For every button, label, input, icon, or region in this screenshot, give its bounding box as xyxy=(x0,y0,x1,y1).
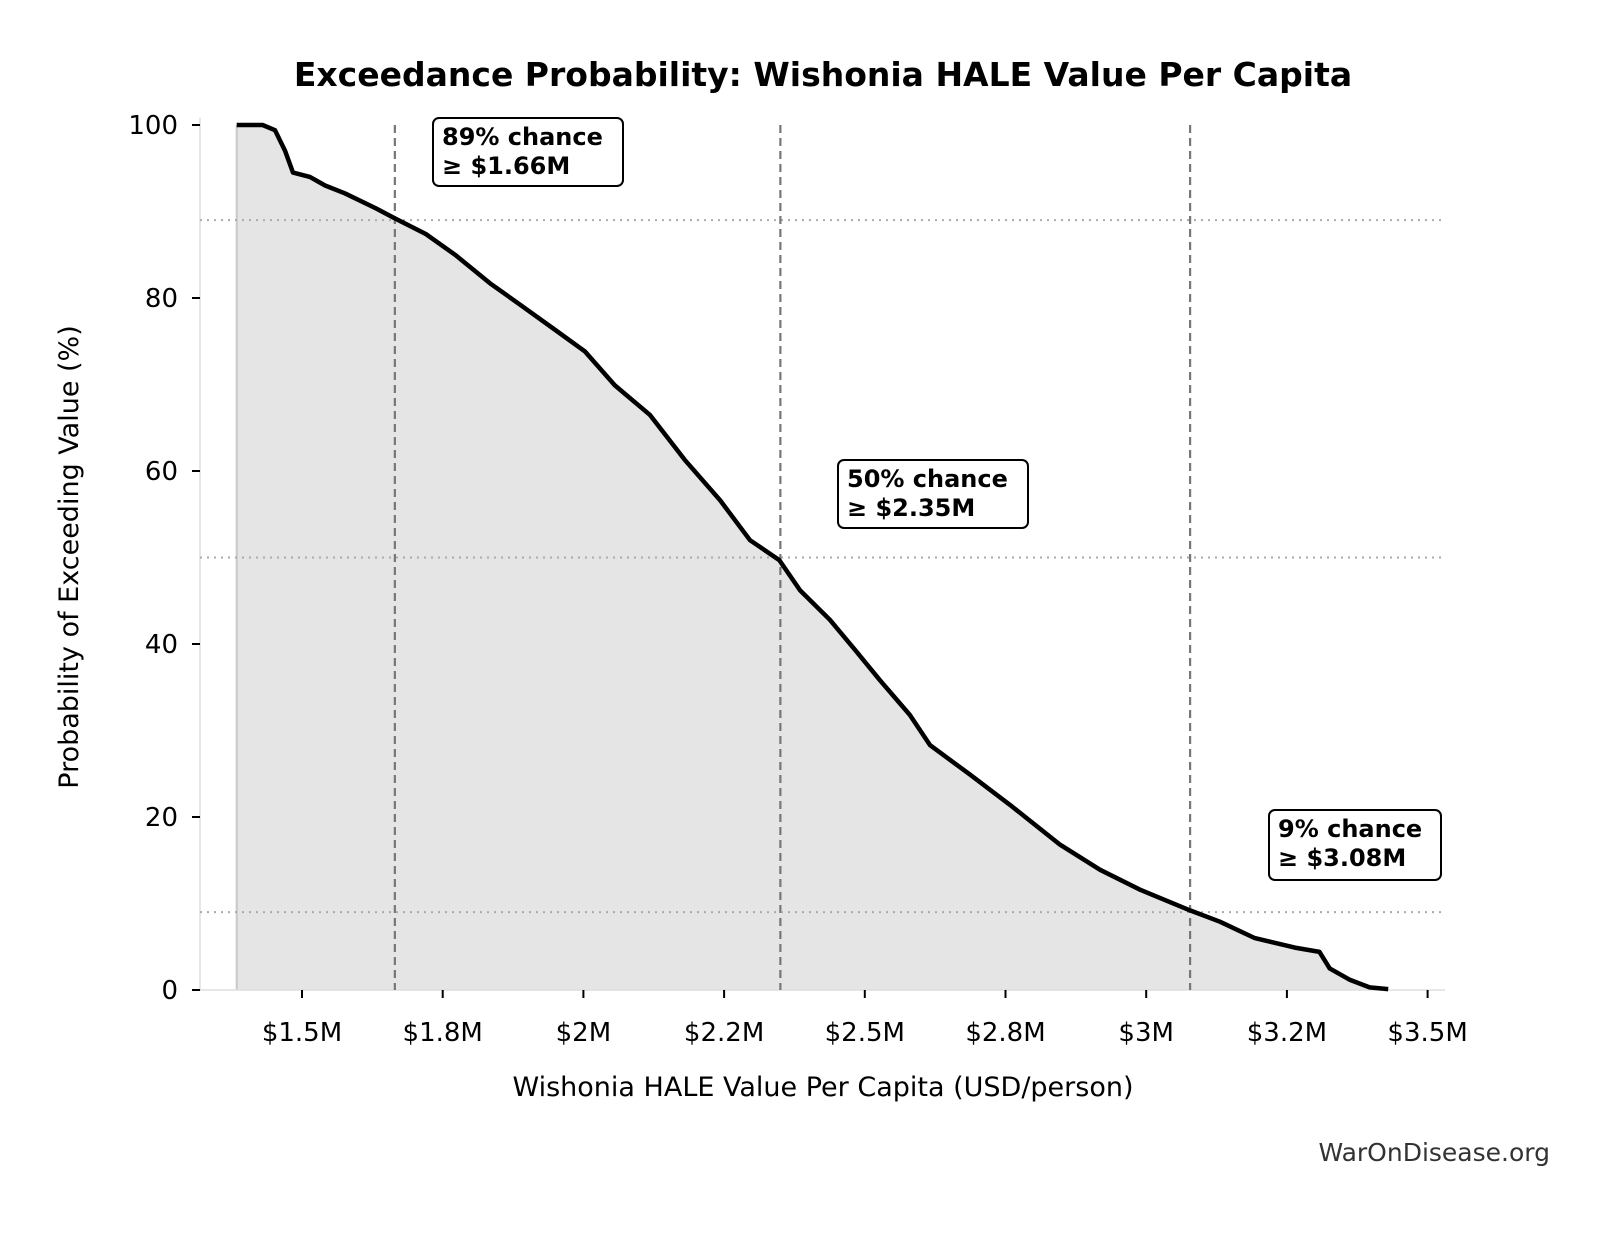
x-tick-label: $2.2M xyxy=(684,1018,764,1048)
annotation-text: 50% chance xyxy=(847,465,1008,493)
x-tick-label: $2.8M xyxy=(965,1018,1045,1048)
y-axis-label: Probability of Exceeding Value (%) xyxy=(54,325,85,788)
annotation-box xyxy=(837,459,1029,529)
annotation-text: ≥ $3.08M xyxy=(1278,844,1406,872)
annotation-text: ≥ $1.66M xyxy=(442,152,570,180)
annotation-box xyxy=(1268,809,1442,881)
annotation-box xyxy=(432,117,624,187)
x-tick-label: $3M xyxy=(1118,1018,1174,1048)
x-tick-label: $2M xyxy=(556,1018,612,1048)
x-tick-label: $3.2M xyxy=(1247,1018,1327,1048)
x-tick-label: $1.5M xyxy=(262,1018,342,1048)
x-tick-label: $1.8M xyxy=(403,1018,483,1048)
annotation-text: 9% chance xyxy=(1278,815,1422,843)
y-tick-label: 80 xyxy=(145,284,178,314)
y-tick-label: 100 xyxy=(128,111,178,141)
y-tick-label: 60 xyxy=(145,457,178,487)
exceedance-curve xyxy=(236,122,1389,992)
area-fill xyxy=(236,125,1389,990)
chart-title: Exceedance Probability: Wishonia HALE Va… xyxy=(294,55,1352,94)
annotation-text: 89% chance xyxy=(442,123,603,151)
x-tick-label: $3.5M xyxy=(1387,1018,1467,1048)
annotation-text: ≥ $2.35M xyxy=(847,494,975,522)
y-tick-label: 20 xyxy=(145,803,178,833)
y-tick-label: 40 xyxy=(145,630,178,660)
y-tick-label: 0 xyxy=(161,976,178,1006)
watermark: WarOnDisease.org xyxy=(1318,1138,1550,1167)
x-tick-label: $2.5M xyxy=(825,1018,905,1048)
x-axis-label: Wishonia HALE Value Per Capita (USD/pers… xyxy=(513,1072,1134,1103)
